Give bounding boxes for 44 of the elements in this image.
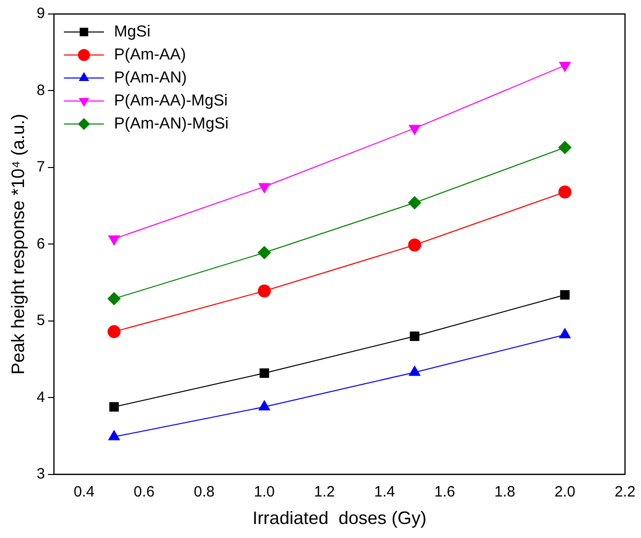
y-tick-label: 6	[36, 235, 45, 252]
x-tick-label: 0.6	[134, 484, 155, 501]
point	[408, 196, 422, 210]
x-tick-label: 0.8	[194, 484, 215, 501]
x-tick-label: 1.4	[374, 484, 395, 501]
point	[408, 124, 420, 135]
legend-label: P(Am-AN)-MgSi	[114, 115, 229, 132]
point	[108, 292, 121, 306]
legend-label: P(Am-AA)	[114, 46, 186, 64]
y-tick-label: 3	[36, 466, 45, 483]
y-axis-title: Peak height response *10⁴ (a.u.)	[8, 114, 28, 375]
y-tick-label: 7	[36, 158, 45, 176]
point	[410, 332, 420, 342]
point	[560, 290, 570, 300]
point	[108, 430, 120, 440]
point	[258, 183, 270, 194]
point	[559, 328, 571, 338]
point	[258, 400, 270, 410]
point	[559, 62, 571, 72]
point	[408, 238, 422, 252]
x-tick-label: 0.4	[74, 484, 94, 501]
point	[558, 141, 572, 154]
x-tick-label: 1.6	[434, 484, 456, 501]
legend-label: MgSi	[114, 23, 150, 40]
x-axis-title: Irradiated doses (Gy)	[252, 508, 427, 528]
point	[558, 186, 572, 199]
y-tick-label: 5	[36, 312, 45, 330]
point	[408, 366, 420, 376]
point	[108, 325, 121, 338]
point	[108, 235, 120, 246]
x-tick-label: 2.2	[614, 484, 636, 501]
point	[258, 284, 271, 298]
legend-label: P(Am-AN)	[114, 69, 187, 86]
point	[109, 402, 119, 412]
legend-label: P(Am-AA)-MgSi	[114, 92, 228, 110]
x-tick-label: 1.8	[494, 484, 516, 501]
x-tick-label: 2.0	[554, 484, 576, 501]
point	[260, 368, 270, 378]
y-tick-label: 9	[36, 5, 45, 22]
y-tick-label: 4	[36, 388, 45, 406]
x-tick-label: 1.2	[314, 484, 335, 501]
x-tick-label: 1.0	[254, 484, 275, 501]
y-tick-label: 8	[36, 82, 45, 99]
point	[258, 246, 271, 260]
